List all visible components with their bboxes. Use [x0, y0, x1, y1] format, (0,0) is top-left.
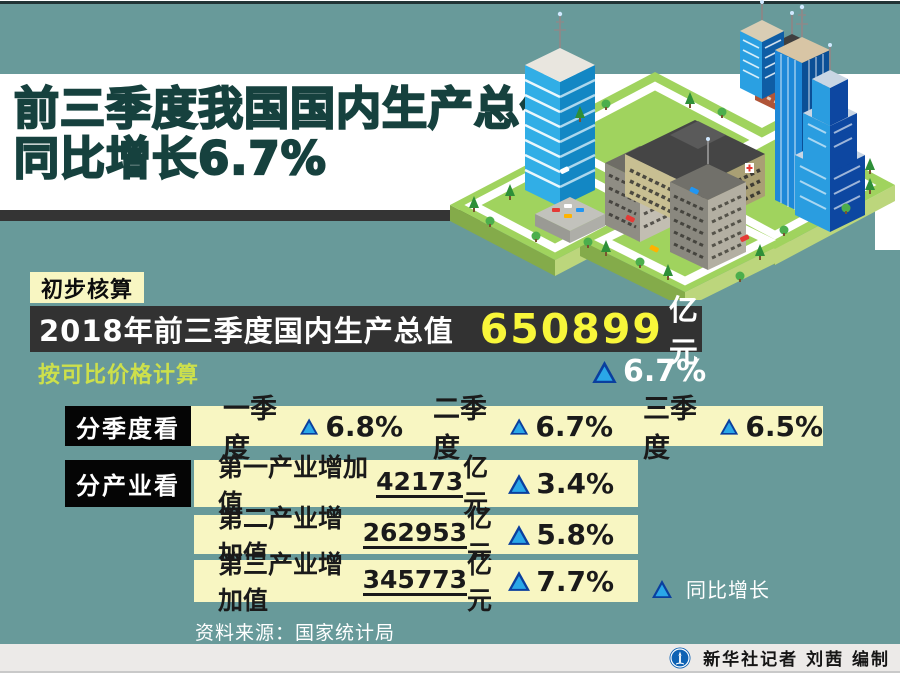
page-title-line2: 同比增长6.7%: [13, 132, 327, 186]
up-triangle-icon: [508, 524, 531, 545]
stepped-blue-tower: [795, 43, 865, 232]
industry-growth-value: 7.7%: [536, 564, 614, 598]
cars: [560, 166, 750, 253]
page-title: 前三季度我国国内生产总值 同比增长6.7%: [13, 82, 654, 186]
gdp-total-bar: 2018年前三季度国内生产总值 650899 亿元: [30, 293, 702, 369]
back-blue-tower: [740, 0, 784, 99]
up-triangle-icon: [720, 417, 739, 435]
up-triangle-icon: [300, 417, 319, 435]
growth-legend-label: 同比增长: [686, 578, 770, 602]
top-border: [0, 0, 900, 4]
footer-bar: 新华社记者 刘茜 编制: [0, 644, 900, 673]
up-triangle-icon: [652, 579, 672, 598]
gdp-bar-label: 2018年前三季度国内生产总值: [39, 314, 454, 348]
gdp-growth: 6.7%: [592, 354, 706, 389]
quarter-item-q2: 二季度 6.7%: [433, 387, 613, 465]
quarter-value: 6.7%: [535, 409, 613, 443]
industry-growth-value: 5.8%: [536, 518, 614, 551]
industry-growth: 5.8%: [508, 518, 614, 551]
gdp-bar-value: 650899: [479, 304, 663, 353]
quarters-bar: 一季度 6.8% 二季度 6.7% 三季度 6.5%: [191, 394, 823, 464]
gdp-bar-unit: 亿元: [668, 293, 698, 369]
industry-prefix: 第一产业增加值: [218, 452, 369, 518]
quarter-label: 一季度: [223, 394, 277, 464]
data-source: 资料来源：国家统计局: [195, 622, 396, 644]
glass-tower: [524, 11, 605, 243]
footer-credit: 新华社记者 刘茜 编制: [703, 650, 890, 670]
up-triangle-icon: [592, 360, 617, 383]
quarter-item-q3: 三季度 6.5%: [643, 387, 823, 465]
industry-amount: 42173: [376, 467, 464, 498]
industry-row-2: 第二产业增加值 262953 亿元 5.8%: [194, 504, 638, 569]
section-industries-label: 分产业看: [65, 460, 191, 507]
industry-growth: 7.7%: [508, 565, 614, 598]
industry-unit: 亿元: [467, 550, 493, 615]
section-quarters-label: 分季度看: [65, 406, 191, 446]
quarter-label: 二季度: [433, 394, 487, 464]
industry-prefix: 第三产业增加值: [218, 550, 344, 615]
xinhua-logo-icon: [669, 647, 691, 668]
price-note-row: 按可比价格计算 6.7%: [38, 354, 706, 389]
title-underline-bar: [0, 210, 480, 221]
industry-growth-value: 3.4%: [536, 467, 614, 500]
gray-building: [670, 137, 746, 270]
gdp-growth-value: 6.7%: [623, 354, 707, 389]
illustration-background: [875, 74, 900, 250]
industry-growth: 3.4%: [508, 467, 614, 500]
up-triangle-icon: [508, 571, 531, 591]
preliminary-chip: 初步核算: [30, 272, 145, 303]
industry-amount: 345773: [362, 564, 468, 596]
page-title-line1: 前三季度我国国内生产总值: [13, 82, 567, 135]
quarter-item-q1: 一季度 6.8%: [223, 387, 403, 465]
quarter-label: 三季度: [643, 394, 697, 464]
up-triangle-icon: [508, 473, 531, 494]
industry-row-3: 第三产业增加值 345773 亿元 7.7%: [194, 550, 638, 615]
price-note: 按可比价格计算: [38, 363, 200, 388]
industry-amount: 262953: [362, 518, 468, 549]
city-illustration: [450, 0, 895, 300]
industry-unit: 亿元: [463, 452, 489, 518]
industry-unit: 亿元: [467, 503, 493, 569]
industry-row-1: 第一产业增加值 42173 亿元 3.4%: [194, 453, 638, 518]
quarter-value: 6.5%: [745, 409, 823, 443]
quarter-value: 6.8%: [325, 409, 403, 443]
growth-legend: 同比增长: [652, 574, 770, 603]
up-triangle-icon: [510, 417, 529, 435]
